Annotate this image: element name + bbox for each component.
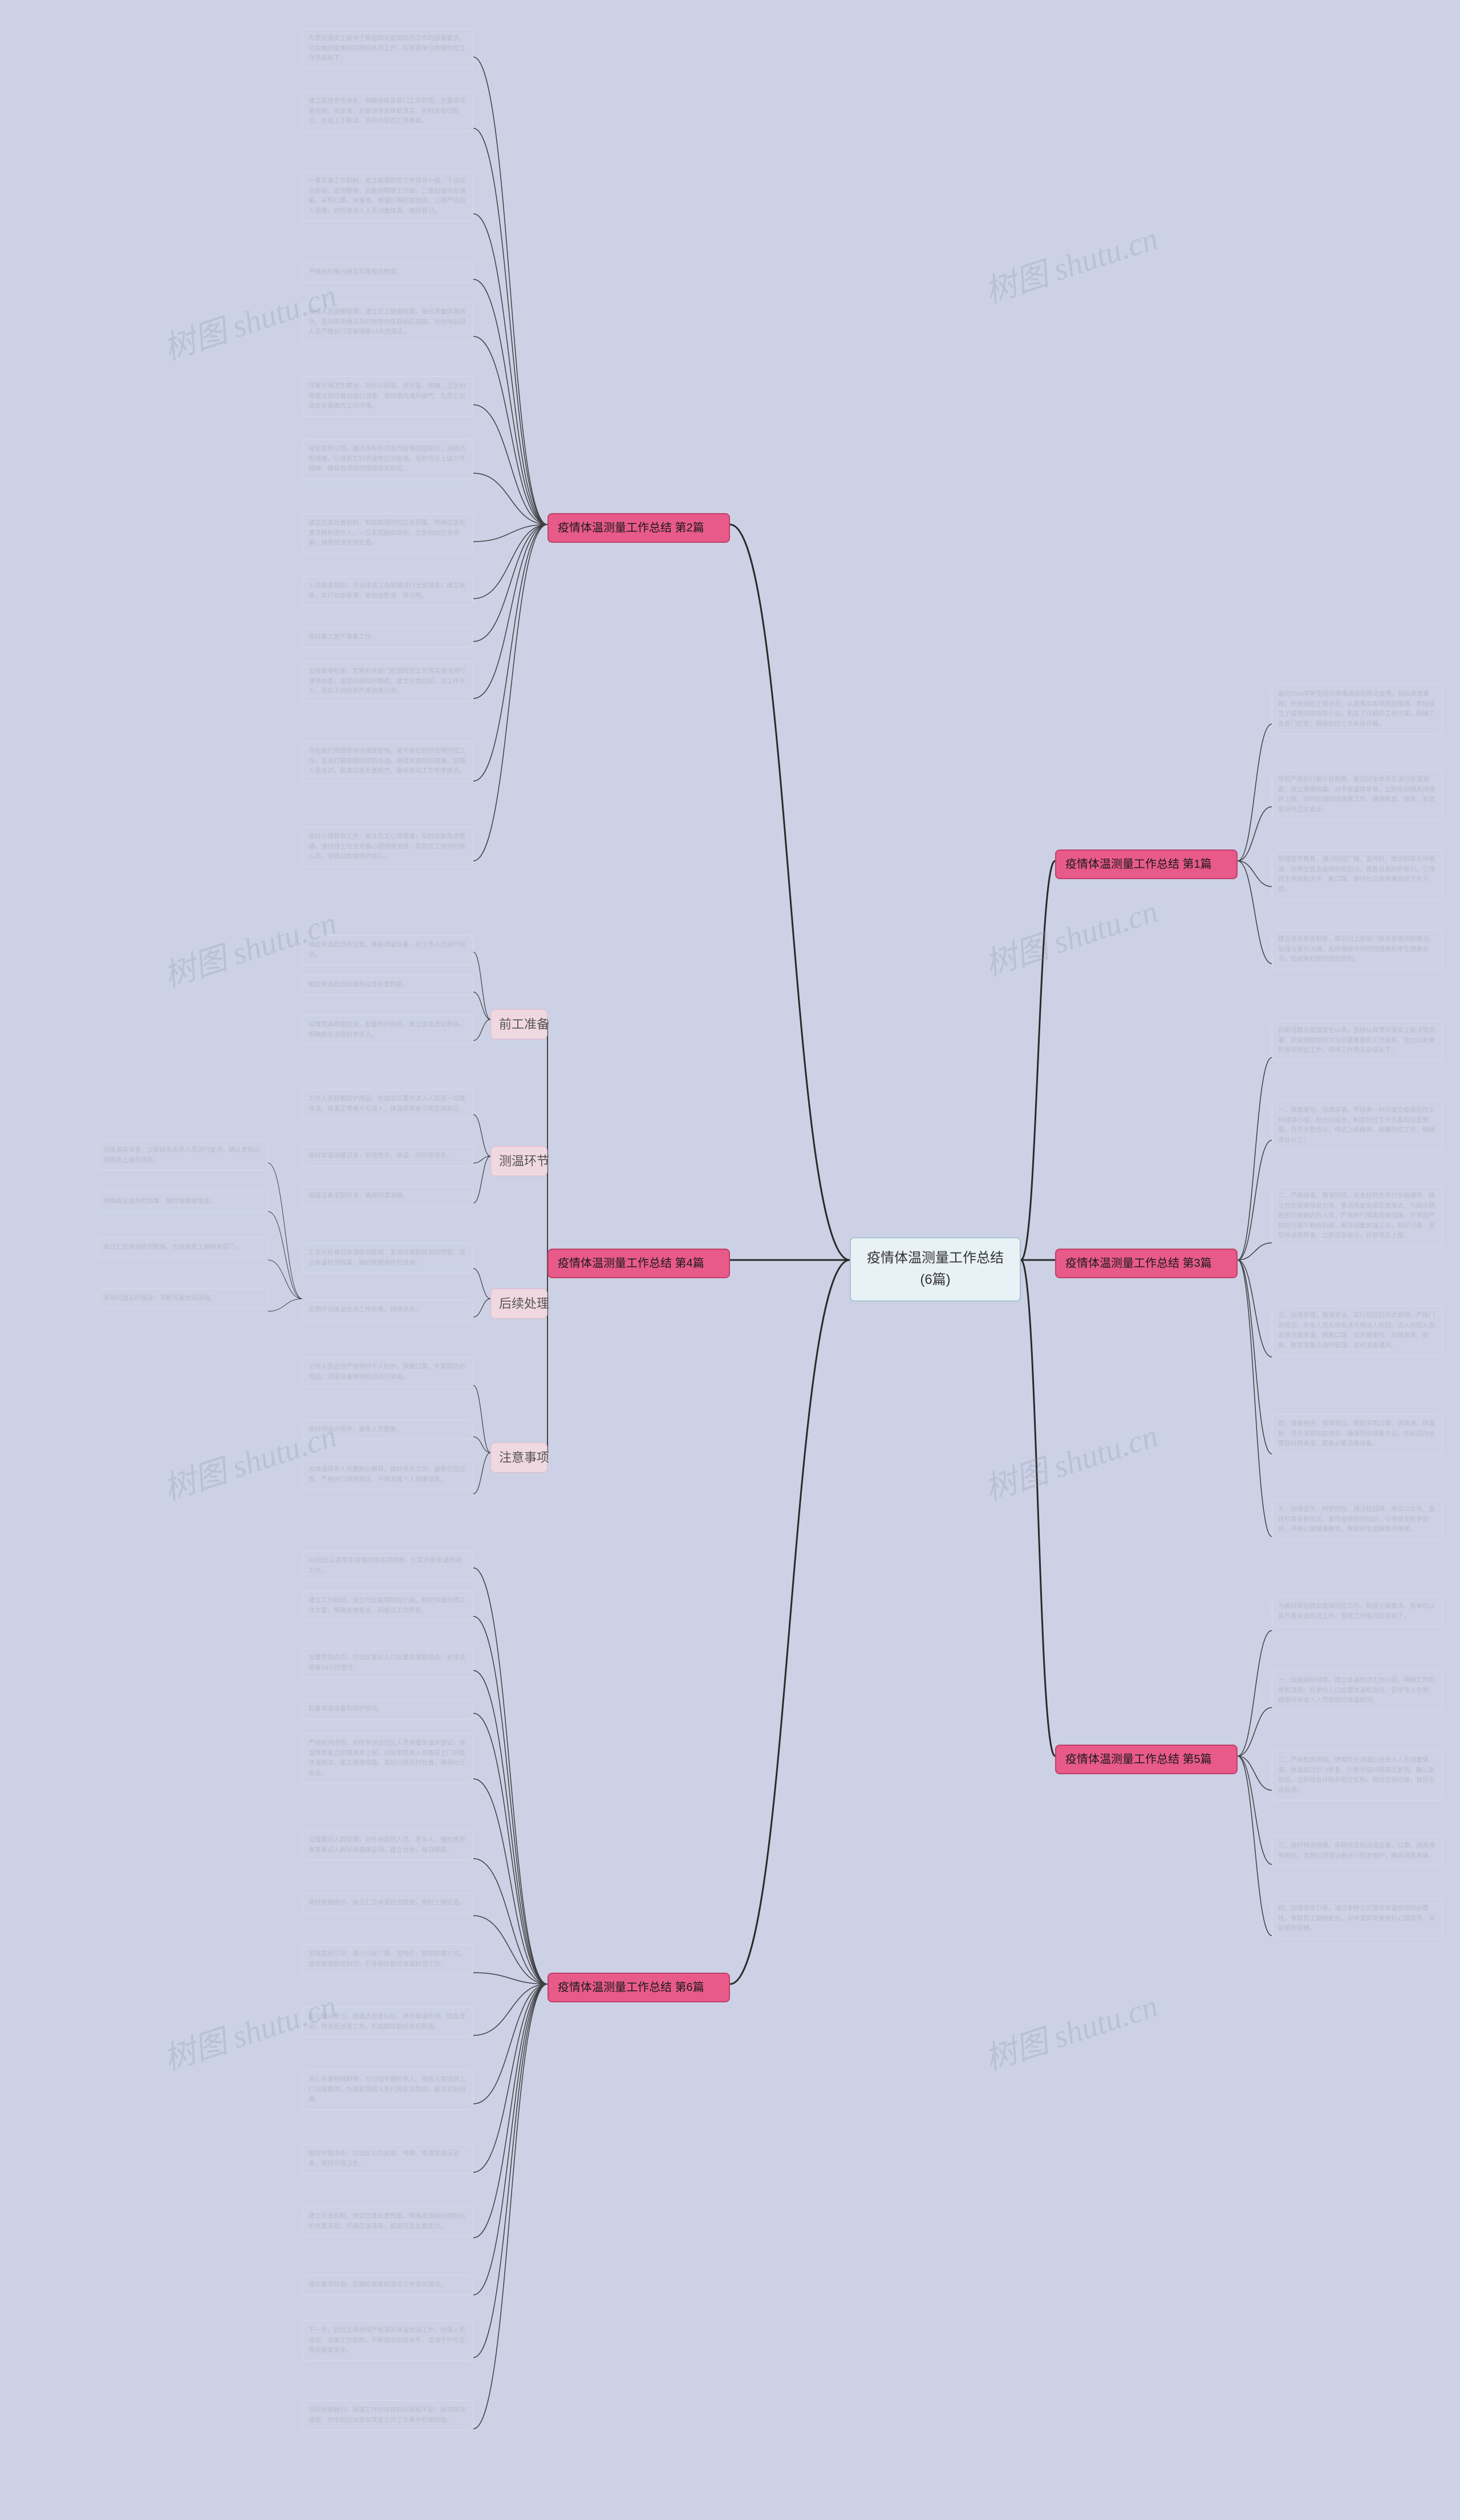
leafg-b4-s2-0: 对体温异常者，立即联系医务人员进行复测，确认发热后按程序上报并送医。	[97, 1140, 268, 1170]
branch-b3: 疫情体温测量工作总结 第3篇	[1055, 1249, 1238, 1278]
leaf-b2-0: 为贯彻落实上级关于新冠肺炎疫情防控工作的部署要求，切实做好疫情防控期间各项工作，…	[302, 29, 473, 69]
edge-canvas	[0, 0, 1460, 2520]
leaf-b3-0: 自新冠肺炎疫情发生以来，我校认真贯彻落实上级决策部署，把疫情防控作为当前最重要的…	[1272, 1021, 1443, 1061]
branch-b4: 疫情体温测量工作总结 第4篇	[548, 1249, 730, 1278]
leaf-b4-s1-0: 工作人员穿戴防护用品，在指定位置对进入人员逐一测量体温。体温正常者方可进入，体温…	[302, 1089, 473, 1119]
leaf-b2-7: 建立应急处置机制，制定疫情防控应急预案，明确应急处置流程和责任人。一旦发现疑似病…	[302, 513, 473, 554]
branch-b2: 疫情体温测量工作总结 第2篇	[548, 513, 730, 543]
leaf-b4-s0-2: 设置隔离观察区域，配备防护用品。建立信息登记表格，明确报告流程和责任人。	[302, 1015, 473, 1045]
leaf-b6-0: XX社区认真落实疫情防控各项措施，扎实开展体温检测工作。	[302, 1551, 473, 1581]
sub-b4-3: 注意事项	[490, 1442, 548, 1473]
leaf-b2-12: 做好心理疏导工作，关注员工心理健康，及时化解焦虑情绪。通过线上方式开展心理健康讲…	[302, 827, 473, 867]
branch-b1: 疫情体温测量工作总结 第1篇	[1055, 850, 1238, 879]
leaf-b2-11: 今后我们将继续保持高度警惕，毫不放松抓好疫情防控工作，坚决打赢疫情防控阻击战。继…	[302, 741, 473, 782]
leaf-b1-0: 面对20xx年新型冠状病毒感染的肺炎疫情，我校高度重视，积极响应上级号召，认真落…	[1272, 684, 1443, 734]
leaf-b3-5: 五、加强宣传，科学防控。通过校园网、微信公众号、宣传栏等多种形式，宣传疫情防控知…	[1272, 1499, 1443, 1540]
leaf-b1-2: 加强宣传教育，通过校园广播、宣传栏、微信群等多种渠道，向师生普及疫情防控知识，提…	[1272, 850, 1443, 900]
leaf-b6-8: 发动群众参与，组建志愿者队伍，参与体温检测、信息登记、物资配送等工作，形成群防群…	[302, 2007, 473, 2037]
leaf-b2-8: 人员排查到位，对全体员工及家属进行全面排查，建立台账，实行动态管理，做到底数清、…	[302, 576, 473, 606]
leaf-b4-s0-0: 确定体温检测点位置，准备测温设备，对工作人员进行培训。	[302, 935, 473, 965]
leaf-b2-4: 加强人员健康管理，建立员工健康档案，每日测量体温两次，发现异常情况及时报告并采取…	[302, 302, 473, 343]
leaf-b6-14: 总结经验教训，梳理工作中存在的问题和不足，研究改进措施，为今后应对类似突发公共卫…	[302, 2400, 473, 2430]
leaf-b5-2: 二、严格检测流程。使用红外测温仪对进入人员测量体温，体温超过37.3度者，引导至…	[1272, 1750, 1443, 1800]
leaf-b3-2: 二、严格排查，精准防控。对全校师生进行全面摸排，建立师生健康信息台账。重点排查有…	[1272, 1186, 1443, 1246]
leaf-b4-s3-2: 对体温异常人员要耐心解释，做好安抚工作，避免引起恐慌。严格执行保密规定，不得泄露…	[302, 1460, 473, 1490]
branch-b5: 疫情体温测量工作总结 第5篇	[1055, 1745, 1238, 1774]
leaf-b6-3: 配备测温设备和防护物资。	[302, 1699, 473, 1720]
leaf-b4-s2-0: 汇总分析每日体温检测数据，发现异常趋势及时预警。建立体温检测档案，做好数据保存和…	[302, 1243, 473, 1273]
center-node: 疫情体温测量工作总结(6篇)	[850, 1237, 1021, 1302]
leaf-b2-5: 开展环境卫生整治，对办公区域、会议室、电梯、卫生间等重点部位每日进行消毒，保持室…	[302, 376, 473, 417]
leaf-b2-9: 做好复工复产准备工作。	[302, 627, 473, 648]
leaf-b3-3: 三、加强管理，确保安全。实行校园封闭式管理，严格门岗管控，外来人员未经批准不得进…	[1272, 1306, 1443, 1356]
leaf-b6-5: 加强重点人群管理，对外地返回人员、老年人、慢性病患者等重点人群加强健康监测，建立…	[302, 1830, 473, 1860]
sub-b4-0: 前工准备	[490, 1009, 548, 1039]
leaf-b5-1: 一、加强组织领导。成立体温检测工作小组，明确工作职责和流程。在单位入口设置体温检…	[1272, 1670, 1443, 1711]
leaf-b3-1: 一、高度重视，迅速部署。学校第一时间成立疫情防控工作领导小组，校长任组长，制定防…	[1272, 1100, 1443, 1151]
leaf-b2-6: 强化宣传引导，通过多种形式宣传疫情防控知识，消除恐慌情绪，引导员工科学理性应对疫…	[302, 439, 473, 479]
leaf-b6-1: 建立工作机制，成立社区疫情防控小组，制定体温检测工作方案，明确各楼栋长、网格员工…	[302, 1591, 473, 1621]
leaf-b4-s2-1: 定期评估体温检测工作效果，持续改进。	[302, 1300, 473, 1320]
leafg-b4-s2-2: 每日汇总体温检测数据，形成报表上报相关部门。	[97, 1237, 268, 1258]
leaf-b6-12: 强化督导检查，定期检查各检测点工作落实情况。	[302, 2275, 473, 2295]
leaf-b6-9: 关心关爱特殊群体，为行动不便的老人、残疾人等提供上门测温服务。为居家隔离人员代购…	[302, 2070, 473, 2110]
leaf-b2-1: 建立防控责任体系，明确各级各部门工作职责。主要领导亲自抓、负总责，分管领导具体抓…	[302, 91, 473, 132]
leaf-b2-3: 严格执行每日报告和零报告制度。	[302, 262, 473, 283]
leaf-b6-10: 做好环境消杀，对社区公共区域、电梯、楼道等每日消毒，保持环境卫生。	[302, 2144, 473, 2174]
sub-b4-2: 后续处理	[490, 1289, 548, 1319]
leaf-b6-11: 建立应急机制，制定应急处置预案，明确发现疑似病例后的处置流程。开展应急演练，提高…	[302, 2206, 473, 2237]
leaf-b4-s0-1: 制定体温检测流程和应急处置预案。	[302, 975, 473, 995]
leaf-b4-s3-0: 工作人员必须严格做好个人防护，穿戴口罩、手套等防护用品。测温设备使用前后进行消毒…	[302, 1357, 473, 1387]
leafg-b4-s2-1: 对隔离区域及时消毒，做好接触者排查。	[97, 1192, 268, 1212]
leaf-b4-s1-2: 测温设备定期校准，确保测量准确。	[302, 1186, 473, 1206]
leaf-b2-2: 一是完善工作机制，成立疫情防控工作领导小组，下设综合协调、宣传教育、后勤保障等工…	[302, 171, 473, 221]
leafg-b4-s2-3: 发现问题及时整改，不断完善检测流程。	[97, 1289, 268, 1309]
leaf-b6-13: 下一步，我社区将继续严格落实体温检测工作，加强人员培训，完善工作机制，不断提高防…	[302, 2320, 473, 2361]
leaf-b6-2: 设置检测点位，在社区各出入口设置体温检测点，安排志愿者24小时值守。	[302, 1648, 473, 1678]
leaf-b1-1: 学校严格执行晨午检制度，每日对全体师生进行体温测量，建立健康档案。对于体温异常者…	[1272, 770, 1443, 820]
branch-b6: 疫情体温测量工作总结 第6篇	[548, 1973, 730, 2002]
leaf-b1-3: 建立信息报告制度，每日向上级部门报告疫情防控情况。加强与家长沟通，及时通报学校防…	[1272, 929, 1443, 970]
leaf-b5-4: 四、加强宣传引导。通过多种方式宣传体温检测的必要性，争取员工理解配合。对体温异常…	[1272, 1899, 1443, 1939]
leaf-b4-s1-1: 做好体温测量记录，包括姓名、体温、时间等信息。	[302, 1146, 473, 1166]
sub-b4-1: 测温环节	[490, 1146, 548, 1176]
leaf-b6-6: 做好数据统计，每日汇总体温检测数据，按时上报街道。	[302, 1893, 473, 1913]
leaf-b6-7: 加强宣传引导，通过小区广播、宣传栏、微信群等方式，宣传疫情防控知识，引导居民配合…	[302, 1944, 473, 1974]
leaf-b2-10: 加强督导检查，定期对各部门疫情防控工作落实情况进行督导检查，发现问题及时整改。建…	[302, 661, 473, 702]
leaf-b3-4: 四、储备物资，保障到位。提前采购口罩、消毒液、体温枪、洗手液等防疫物资，确保物资…	[1272, 1414, 1443, 1454]
leaf-b6-4: 严格检测流程，对所有进出社区人员测量体温并登记。体温异常者立即隔离并上报。对居家…	[302, 1733, 473, 1783]
leaf-b4-s3-1: 保持测温点秩序，避免人员聚集。	[302, 1420, 473, 1440]
leaf-b5-3: 三、做好物资保障。采购充足的测温设备、口罩、消毒液等物资。定期对测温设备进行校准…	[1272, 1836, 1443, 1866]
leaf-b5-0: 为做好新冠肺炎疫情防控工作，根据上级要求，我单位认真开展体温检测工作，现将工作情…	[1272, 1596, 1443, 1627]
